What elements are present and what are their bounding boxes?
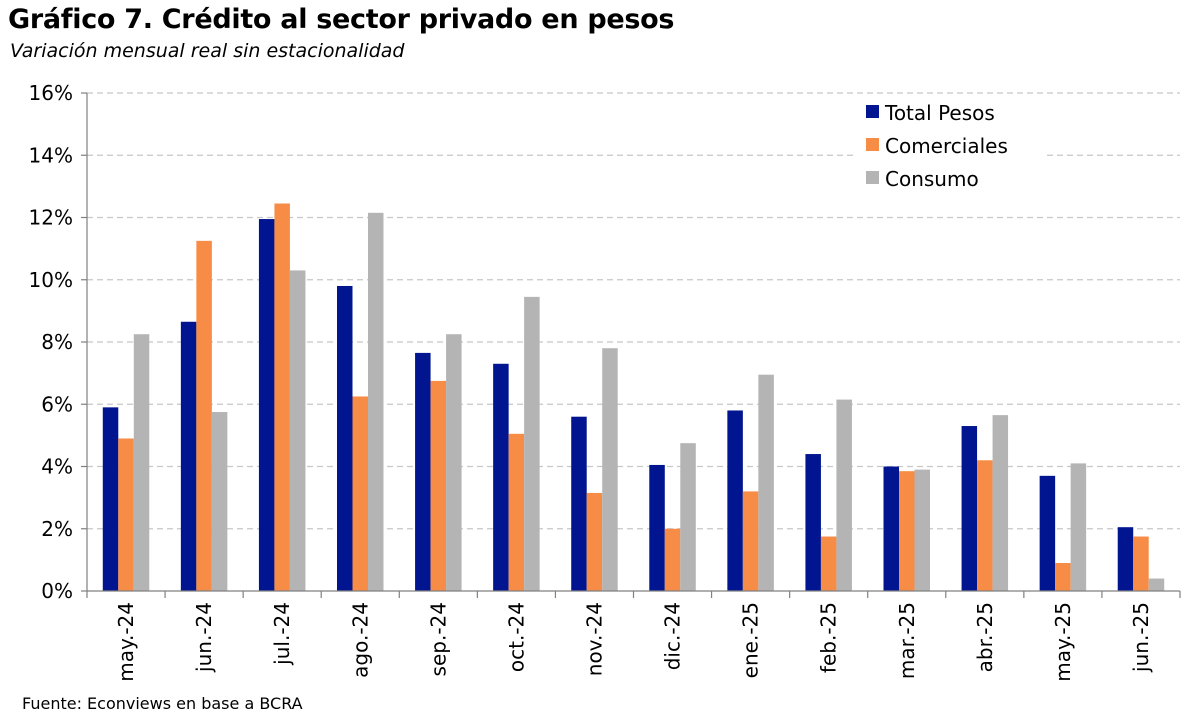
y-tick-label: 2% (41, 517, 73, 541)
x-category-label: sep.-24 (426, 602, 450, 676)
x-category-label: jul.-24 (270, 602, 294, 666)
bar-total-pesos (805, 454, 821, 591)
bar-total-pesos (258, 219, 275, 591)
bar-total-pesos (337, 285, 353, 591)
bar-consumo (914, 469, 930, 591)
bar-consumo (992, 415, 1009, 591)
bar-comerciales (274, 203, 290, 591)
bar-consumo (446, 334, 462, 591)
y-tick-label: 0% (41, 579, 73, 603)
x-category-label: ago.-24 (348, 602, 372, 678)
bar-comerciales (742, 491, 759, 591)
bar-consumo (1148, 578, 1165, 591)
y-tick-label: 6% (41, 392, 73, 416)
bar-consumo (602, 348, 618, 591)
y-tick-label: 10% (29, 268, 73, 292)
chart-title: Gráfico 7. Crédito al sector privado en … (8, 4, 675, 35)
x-category-label: jun.-25 (1129, 602, 1153, 673)
bar-total-pesos (493, 363, 509, 591)
x-category-label: feb.-25 (817, 602, 841, 673)
y-tick-label: 12% (29, 206, 73, 230)
legend-swatch (866, 138, 879, 151)
legend-label: Total Pesos (884, 101, 995, 125)
bar-comerciales (1133, 536, 1149, 591)
bar-comerciales (664, 528, 681, 591)
legend-swatch (866, 171, 879, 184)
source-note: Fuente: Econviews en base a BCRA (22, 694, 303, 713)
bar-total-pesos (1039, 475, 1056, 591)
bar-total-pesos (102, 407, 119, 591)
bar-comerciales (1055, 562, 1071, 591)
bar-consumo (524, 296, 540, 591)
bar-comerciales (820, 536, 837, 591)
bar-total-pesos (1117, 527, 1134, 591)
x-category-label: ene.-25 (739, 602, 763, 678)
bar-total-pesos (415, 352, 431, 591)
bar-total-pesos (727, 410, 743, 591)
bar-consumo (1070, 463, 1087, 591)
legend-label: Comerciales (885, 134, 1008, 158)
legend-background (854, 96, 1046, 206)
bar-consumo (211, 412, 228, 591)
bar-comerciales (977, 460, 993, 591)
bar-comerciales (508, 433, 525, 591)
x-category-label: nov.-24 (582, 602, 606, 676)
bar-comerciales (899, 471, 915, 591)
y-tick-label: 4% (41, 455, 73, 479)
bar-total-pesos (649, 464, 665, 591)
x-category-label: may.-24 (114, 602, 138, 682)
bar-comerciales (118, 438, 134, 591)
bar-consumo (836, 399, 852, 591)
axes: 0% 2% 4% 6% 8% 10% 12% 14% 16% may.-24 jun.-24 jul.… (29, 81, 1181, 682)
x-category-label: oct.-24 (504, 602, 528, 672)
bar-consumo (133, 334, 150, 591)
bar-consumo (680, 443, 696, 591)
bars (102, 203, 1165, 592)
x-category-label: dic.-24 (661, 602, 685, 670)
x-category-label: jun.-24 (192, 602, 216, 673)
y-tick-label: 16% (29, 81, 73, 105)
bar-comerciales (430, 380, 447, 591)
bar-total-pesos (961, 426, 978, 591)
bar-comerciales (352, 396, 368, 591)
legend-swatch (866, 105, 879, 118)
y-tick-label: 8% (41, 330, 73, 354)
bar-total-pesos (883, 466, 899, 591)
bar-total-pesos (571, 416, 587, 591)
bar-consumo (758, 374, 774, 591)
legend: Total Pesos Comerciales Consumo (854, 96, 1046, 206)
bar-consumo (368, 212, 384, 592)
legend-label: Consumo (885, 167, 979, 191)
bar-comerciales (586, 492, 603, 591)
x-category-label: may.-25 (1051, 602, 1075, 682)
bar-total-pesos (180, 321, 197, 591)
x-category-label: abr.-25 (973, 602, 997, 672)
bar-consumo (289, 270, 306, 591)
y-tick-label: 14% (29, 143, 73, 167)
chart-subtitle: Variación mensual real sin estacionalida… (10, 40, 405, 62)
x-category-label: mar.-25 (895, 602, 919, 679)
bar-comerciales (196, 240, 212, 591)
